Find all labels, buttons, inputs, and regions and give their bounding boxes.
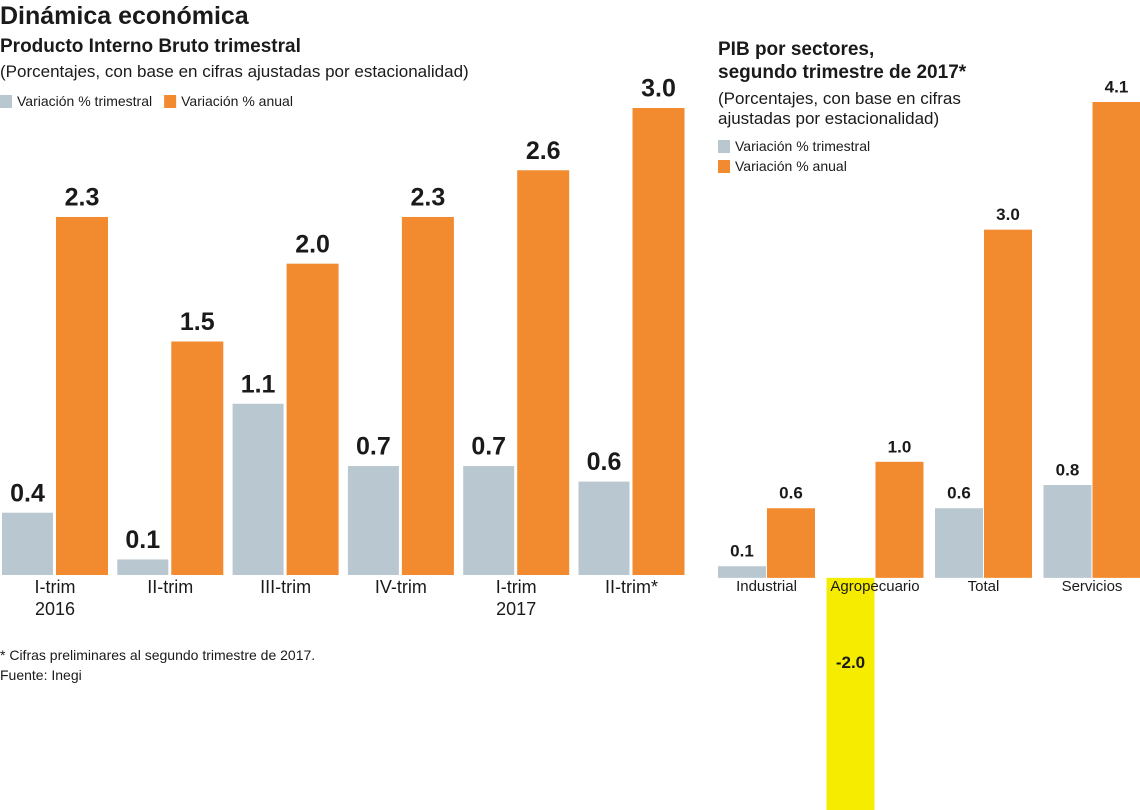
page-title: Dinámica económica [0, 2, 249, 30]
value-label: 0.1 [125, 526, 160, 554]
bar [875, 461, 924, 578]
footnote: * Cifras preliminares al segundo trimest… [0, 647, 316, 663]
bar [171, 341, 224, 575]
bar [578, 481, 630, 575]
bar [2, 512, 53, 575]
footnote: Fuente: Inegi [0, 667, 82, 683]
value-label: -2.0 [836, 653, 865, 672]
legend-label: Variación % anual [181, 93, 293, 109]
legend-swatch [718, 140, 730, 153]
value-label: 1.5 [180, 308, 215, 336]
value-label: 0.8 [1056, 461, 1080, 480]
value-label: 0.7 [356, 433, 391, 461]
value-label: 0.6 [947, 484, 971, 503]
bar [767, 508, 815, 578]
value-label: 1.0 [888, 437, 912, 456]
x-tick-label: III-trim [260, 577, 312, 597]
legend-label: Variación % trimestral [17, 93, 153, 109]
chart-subtitle: (Porcentajes, con base en cifras ajustad… [718, 89, 961, 129]
x-tick-label: Servicios [1061, 578, 1123, 595]
value-label: 3.0 [641, 75, 676, 103]
bar [117, 559, 169, 575]
value-label: 0.7 [471, 433, 506, 461]
legend-label: Variación % anual [735, 158, 847, 174]
legend-swatch [164, 95, 177, 108]
bar [826, 577, 875, 810]
x-tick-label: Total [967, 578, 1000, 595]
bar [1043, 485, 1092, 578]
chart-subtitle: (Porcentajes, con base en cifras ajustad… [0, 62, 469, 81]
x-tick-label: Agropecuario [830, 578, 920, 595]
x-tick-label: II-trim [147, 577, 194, 597]
value-label: 2.0 [295, 230, 330, 258]
value-label: 0.6 [779, 484, 803, 503]
bar [56, 216, 108, 575]
x-tick-label: Industrial [736, 578, 797, 595]
chart-title: Producto Interno Bruto trimestral [0, 36, 301, 57]
value-label: 2.3 [411, 184, 446, 212]
x-tick-label: I-trim 2016 [34, 577, 76, 619]
bar [517, 170, 570, 575]
value-label: 4.1 [1105, 77, 1129, 96]
legend-swatch [0, 95, 12, 108]
bar [463, 466, 515, 575]
value-label: 3.0 [996, 205, 1020, 224]
bar [984, 229, 1032, 578]
bar [401, 216, 454, 575]
value-label: 1.1 [241, 370, 276, 398]
legend-label: Variación % trimestral [735, 138, 871, 154]
legend-swatch [718, 160, 730, 173]
value-label: 0.4 [10, 479, 45, 507]
x-tick-label: II-trim* [605, 577, 658, 597]
bar [232, 403, 284, 575]
bar [286, 263, 339, 575]
x-tick-label: IV-trim [374, 577, 427, 597]
value-label: 0.1 [730, 542, 754, 561]
x-tick-label: I-trim 2017 [495, 577, 537, 619]
value-label: 2.3 [65, 184, 100, 212]
value-label: 2.6 [526, 137, 561, 165]
value-label: 0.6 [587, 448, 622, 476]
bar [718, 566, 766, 578]
bar [347, 466, 399, 575]
chart-title: PIB por sectores, segundo trimestre de 2… [718, 39, 967, 83]
bar [632, 108, 685, 575]
bar [1092, 102, 1140, 578]
bar [935, 508, 983, 578]
